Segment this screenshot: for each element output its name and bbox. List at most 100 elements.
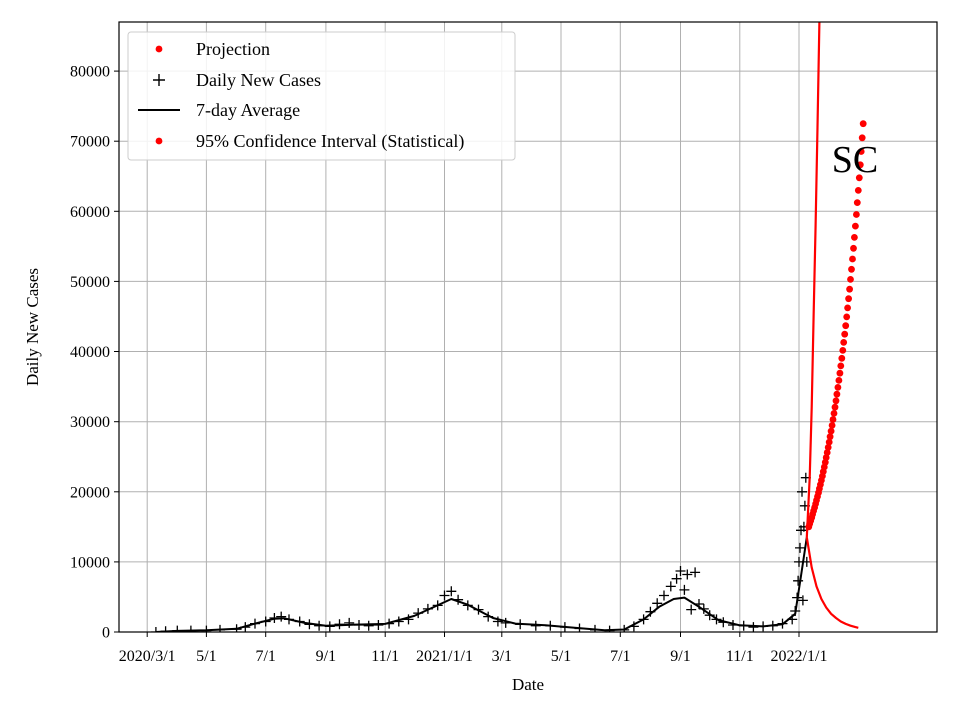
- projection-point: [848, 265, 855, 273]
- y-tick-label: 10000: [70, 554, 110, 571]
- projection-point: [824, 444, 832, 451]
- x-tick-label: 5/1: [196, 648, 216, 665]
- projection-point: [856, 161, 864, 169]
- x-tick-label: 11/1: [371, 648, 399, 665]
- daily-case-marker: [659, 590, 669, 601]
- projection-point: [842, 322, 850, 330]
- ticks: 2020/3/1 5/1 7/1 9/1 11/1 2021/1/1 3/1 5/1 7/1 9/…: [70, 64, 827, 665]
- projection-point: [840, 339, 848, 346]
- legend-entry-projection: Projection: [155, 39, 270, 59]
- legend-entry-7day-average: 7-day Average: [138, 100, 300, 120]
- daily-case-marker: [276, 611, 287, 622]
- x-tick-label: 9/1: [316, 648, 336, 665]
- daily-case-marker: [797, 595, 808, 606]
- daily-case-marker: [344, 617, 355, 628]
- projection-point: [844, 304, 851, 312]
- y-tick-label: 70000: [70, 134, 110, 151]
- daily-case-marker: [797, 486, 807, 497]
- x-tick-label: 7/1: [610, 648, 630, 665]
- projection-point: [839, 347, 847, 354]
- daily-case-marker: [686, 604, 697, 615]
- projection-point: [830, 410, 838, 417]
- projection-point: [851, 234, 858, 241]
- legend-label-confidence-interval: 95% Confidence Interval (Statistical): [196, 131, 464, 152]
- x-tick-label: 9/1: [670, 648, 690, 665]
- legend-marker-projection: [155, 45, 163, 53]
- daily-case-marker: [652, 598, 663, 609]
- projection-point: [853, 211, 860, 218]
- y-tick-label: 50000: [70, 274, 110, 291]
- y-axis-label: Daily New Cases: [23, 268, 42, 386]
- projection-point: [832, 397, 840, 405]
- daily-case-marker: [671, 573, 682, 584]
- projection-point: [843, 313, 851, 321]
- projection-point: [852, 222, 859, 230]
- x-tick-label: 2022/1/1: [771, 648, 828, 665]
- x-tick-label: 11/1: [726, 648, 754, 665]
- daily-case-marker: [665, 581, 676, 592]
- projection-point: [854, 187, 862, 194]
- x-tick-label: 2021/1/1: [416, 648, 473, 665]
- projection-point: [845, 295, 852, 303]
- projection-point: [826, 433, 834, 441]
- confidence-interval-line: [805, 22, 821, 538]
- daily-case-marker: [363, 620, 374, 631]
- x-tick-label: 2020/3/1: [119, 648, 176, 665]
- projection-point: [846, 285, 853, 293]
- daily-case-marker: [793, 575, 804, 586]
- legend-marker-confidence-interval: [155, 137, 163, 145]
- daily-case-marker: [675, 566, 686, 576]
- confidence-interval-line: [805, 537, 859, 629]
- legend: Projection Daily New Cases 7-day Average…: [127, 31, 516, 161]
- projection-point: [858, 134, 866, 142]
- projection-point: [835, 377, 843, 384]
- projection-point: [836, 369, 844, 377]
- projection-point: [850, 244, 857, 252]
- y-tick-label: 40000: [70, 344, 110, 361]
- daily-case-marker: [679, 584, 690, 595]
- legend-entry-confidence-interval: 95% Confidence Interval (Statistical): [155, 131, 464, 152]
- legend-label-daily-new-cases: Daily New Cases: [196, 70, 321, 90]
- x-tick-label: 7/1: [255, 648, 275, 665]
- projection-point: [853, 199, 861, 207]
- daily-case-marker: [690, 567, 701, 578]
- y-tick-label: 80000: [70, 64, 110, 81]
- y-tick-label: 20000: [70, 484, 110, 501]
- daily-case-marker: [150, 627, 161, 632]
- x-tick-label: 3/1: [492, 648, 512, 665]
- x-axis-label: Date: [512, 675, 544, 694]
- plot-frame: [118, 21, 938, 633]
- projection-point: [859, 120, 867, 128]
- projection-point: [855, 174, 863, 182]
- projection-point: [827, 427, 835, 435]
- daily-case-marker: [492, 616, 503, 627]
- legend-box: [127, 31, 516, 161]
- projection-point: [823, 449, 831, 456]
- y-tick-label: 0: [102, 625, 110, 642]
- projection-point: [828, 422, 836, 429]
- y-tick-label: 60000: [70, 204, 110, 221]
- projection-point: [849, 255, 856, 263]
- legend-marker-plus: [153, 74, 165, 86]
- projection-point: [833, 390, 841, 398]
- daily-case-marker: [446, 586, 457, 597]
- legend-label-7day-average: 7-day Average: [196, 100, 300, 120]
- plot-content: [150, 22, 867, 632]
- x-tick-label: 5/1: [551, 648, 571, 665]
- projection-point: [838, 354, 846, 362]
- projection-point: [847, 276, 854, 283]
- y-tick-label: 30000: [70, 414, 110, 431]
- daily-case-marker: [682, 569, 693, 580]
- annotation-sc: SC: [832, 139, 878, 181]
- legend-entry-daily-new-cases: Daily New Cases: [153, 70, 321, 90]
- projection-point: [834, 384, 842, 391]
- projection-point: [831, 403, 839, 411]
- daily-case-marker: [795, 542, 805, 553]
- projection-point: [829, 416, 837, 423]
- projection-point: [841, 330, 849, 338]
- daily-case-marker: [439, 590, 450, 601]
- seven-day-average-line: [155, 537, 808, 632]
- projection-point: [857, 148, 865, 155]
- projection-point: [837, 362, 845, 370]
